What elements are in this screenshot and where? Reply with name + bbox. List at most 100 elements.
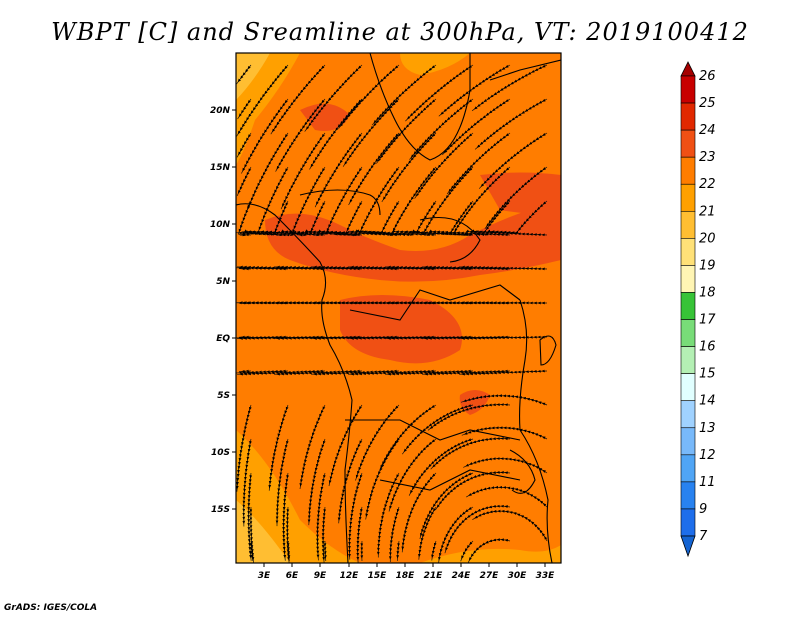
lat-label: 10N bbox=[210, 220, 231, 230]
colorbar-label: 22 bbox=[699, 177, 716, 192]
field-region-warm bbox=[340, 295, 462, 364]
lon-label: 18E bbox=[396, 571, 416, 581]
lat-axis: 20N 15N 10N 5N EQ 5S 10S 15S bbox=[210, 106, 236, 515]
lon-label: 12E bbox=[340, 571, 360, 581]
colorbar-label: 12 bbox=[699, 448, 716, 463]
lon-label: 27E bbox=[480, 571, 500, 581]
streamline bbox=[286, 540, 291, 562]
colorbar-label: 24 bbox=[699, 123, 716, 138]
colorbar-top-triangle bbox=[680, 61, 696, 77]
border-line bbox=[369, 53, 471, 161]
streamline bbox=[348, 472, 363, 560]
colorbar-swatch bbox=[680, 102, 696, 131]
colorbar-swatch bbox=[680, 238, 696, 266]
field-region-cool bbox=[236, 430, 360, 563]
lon-label: 9E bbox=[314, 571, 327, 581]
colorbar-swatch bbox=[680, 427, 696, 456]
colorbar-label: 18 bbox=[699, 285, 716, 300]
lon-axis: 3E 6E 9E 12E 15E 18E 21E 24E 27E 30E 33E bbox=[258, 563, 555, 581]
lake-outline bbox=[539, 335, 557, 366]
streamline bbox=[323, 541, 327, 562]
colorbar-swatch bbox=[680, 129, 696, 158]
boundaries bbox=[236, 53, 561, 563]
colorbar-swatch bbox=[680, 319, 696, 347]
border-line bbox=[379, 469, 521, 491]
streamline bbox=[459, 369, 548, 376]
lon-label: 21E bbox=[424, 571, 444, 581]
coastline-west bbox=[236, 203, 353, 563]
colorbar-label: 19 bbox=[699, 258, 716, 273]
colorbar-swatch bbox=[680, 508, 696, 537]
streamline bbox=[236, 404, 252, 492]
colorbar-swatch bbox=[680, 454, 696, 483]
lon-label: 33E bbox=[536, 571, 556, 581]
colorbar-label: 7 bbox=[699, 529, 708, 544]
lon-label: 15E bbox=[368, 571, 388, 581]
lat-label: 15S bbox=[211, 505, 230, 515]
colorbar-label: 11 bbox=[699, 475, 716, 490]
streamline bbox=[463, 457, 548, 474]
map-title: WBPT [C] and Sreamline at 300hPa, VT: 20… bbox=[51, 18, 749, 46]
colorbar-label: 13 bbox=[699, 421, 716, 436]
streamlines bbox=[236, 64, 548, 563]
colorbar-label: 14 bbox=[699, 394, 716, 409]
streamline bbox=[316, 472, 326, 561]
colorbar-swatch bbox=[680, 156, 696, 185]
coastline-east bbox=[519, 299, 553, 563]
streamline bbox=[337, 438, 363, 524]
lon-label: 3E bbox=[258, 571, 271, 581]
lat-label: 15N bbox=[210, 163, 231, 173]
border-line bbox=[349, 284, 521, 321]
colorbar-label: 9 bbox=[699, 502, 707, 517]
colorbar-label: 25 bbox=[699, 96, 716, 111]
credit-label: GrADS: IGES/COLA bbox=[4, 603, 98, 613]
lon-label: 6E bbox=[286, 571, 299, 581]
border-line bbox=[345, 419, 521, 441]
streamline bbox=[460, 394, 548, 406]
colorbar-label: 20 bbox=[699, 231, 716, 246]
lake-outline bbox=[509, 449, 536, 494]
streamline bbox=[396, 540, 401, 561]
streamline bbox=[459, 335, 548, 340]
colorbar: 26 25 24 23 22 21 20 19 18 17 16 15 14 13 12 11 9 7 bbox=[680, 61, 716, 558]
streamline bbox=[388, 506, 400, 562]
streamline bbox=[356, 506, 363, 563]
colorbar-swatch bbox=[680, 481, 696, 510]
border-line bbox=[489, 59, 561, 81]
colorbar-label: 21 bbox=[699, 204, 716, 219]
border-line bbox=[419, 216, 481, 263]
streamline bbox=[431, 540, 437, 561]
lon-label: 30E bbox=[508, 571, 528, 581]
colorbar-label: 16 bbox=[699, 340, 716, 355]
colorbar-swatch bbox=[680, 292, 696, 320]
lat-label: 5S bbox=[217, 391, 230, 401]
lat-label: EQ bbox=[216, 334, 230, 344]
streamline bbox=[307, 438, 326, 526]
colorbar-label: 26 bbox=[699, 69, 716, 84]
field-region-warm bbox=[265, 200, 561, 282]
lat-label: 20N bbox=[210, 106, 231, 116]
streamline bbox=[472, 509, 548, 542]
streamline bbox=[249, 540, 254, 561]
streamline bbox=[321, 506, 327, 563]
colorbar-swatch bbox=[680, 265, 696, 293]
streamline bbox=[458, 265, 548, 271]
colorbar-swatch bbox=[680, 75, 696, 104]
lat-label: 10S bbox=[211, 448, 230, 458]
streamline bbox=[275, 438, 289, 527]
lon-label: 24E bbox=[452, 571, 472, 581]
streamline bbox=[282, 472, 290, 561]
map-frame bbox=[235, 52, 562, 564]
streamline bbox=[466, 485, 548, 508]
colorbar-label: 15 bbox=[699, 367, 716, 382]
colorbar-swatch bbox=[680, 373, 696, 402]
colorbar-swatch bbox=[680, 400, 696, 429]
colorbar-bottom-triangle bbox=[680, 535, 696, 558]
border-line bbox=[299, 189, 381, 216]
streamline bbox=[242, 438, 252, 527]
colorbar-label: 23 bbox=[699, 150, 716, 165]
colorbar-swatch bbox=[680, 346, 696, 374]
colorbar-label: 17 bbox=[699, 313, 716, 328]
lat-label: 5N bbox=[216, 277, 230, 287]
